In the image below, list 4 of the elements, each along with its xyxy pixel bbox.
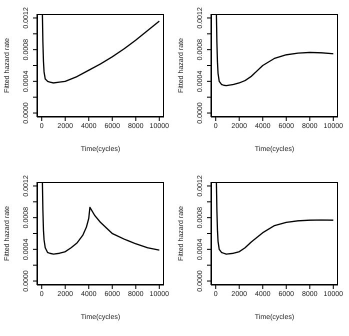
line-series [216,182,334,255]
line-series [42,182,160,255]
line-series [42,14,160,84]
line-series [216,14,334,86]
